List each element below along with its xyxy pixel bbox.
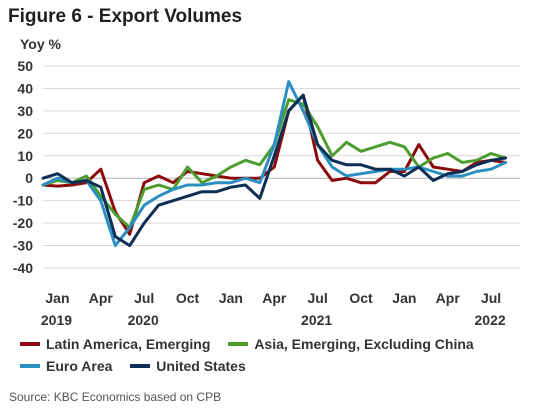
x-tick-label: Jan — [392, 290, 416, 306]
series-line-latin-america-emerging — [41, 93, 507, 236]
source-note: Source: KBC Economics based on CPB — [9, 390, 222, 404]
legend-item-euro-area: Euro Area — [20, 355, 112, 377]
x-tick-label: Apr — [262, 290, 287, 306]
x-year-label: 2021 — [301, 312, 332, 328]
x-tick-label: Jul — [308, 290, 328, 306]
y-tick-label: -20 — [13, 215, 33, 231]
legend-swatch-euro-area — [20, 364, 40, 369]
y-tick-label: -30 — [13, 238, 33, 254]
chart-title: Figure 6 - Export Volumes — [8, 6, 243, 27]
y-tick-label: 0 — [25, 170, 33, 186]
legend-item-united-states: United States — [130, 355, 246, 377]
x-tick-label: Jul — [134, 290, 154, 306]
y-tick-label: 30 — [17, 103, 33, 119]
x-tick-label: Apr — [436, 290, 461, 306]
y-tick-label: 10 — [17, 148, 33, 164]
line-chart: 50 40 30 20 10 0 -10 -20 -30 -40 Jan 2019 Apr Jul 2020… — [13, 58, 520, 328]
x-tick-label: Oct — [176, 290, 200, 306]
x-tick-label: Jan — [219, 290, 243, 306]
x-tick-label: Apr — [89, 290, 114, 306]
legend-item-latin-america: Latin America, Emerging — [20, 333, 210, 355]
legend-swatch-united-states — [130, 364, 151, 369]
y-tick-label: -10 — [13, 193, 33, 209]
x-tick-label: Jul — [481, 290, 501, 306]
legend: Latin America, Emerging Asia, Emerging, … — [20, 333, 488, 377]
legend-row-1: Latin America, Emerging Asia, Emerging, … — [20, 333, 488, 355]
y-tick-label: 40 — [17, 80, 33, 96]
y-tick-label: 50 — [17, 58, 33, 74]
legend-swatch-asia-emerging — [228, 342, 249, 347]
legend-item-asia-emerging: Asia, Emerging, Excluding China — [228, 333, 474, 355]
series-line-united-states — [41, 93, 507, 248]
y-tick-label: -40 — [13, 260, 33, 276]
legend-label-united-states: United States — [156, 358, 246, 374]
legend-row-2: Euro Area United States — [20, 355, 488, 377]
x-year-label: 2019 — [41, 312, 72, 328]
x-year-label: 2022 — [475, 312, 506, 328]
x-tick-label: Jan — [45, 290, 69, 306]
legend-label-euro-area: Euro Area — [46, 358, 113, 374]
x-tick-label: Oct — [349, 290, 373, 306]
y-axis-label: Yoy % — [20, 36, 61, 52]
legend-label-asia-emerging: Asia, Emerging, Excluding China — [254, 336, 474, 352]
y-tick-label: 20 — [17, 125, 33, 141]
legend-swatch-latin-america — [20, 342, 40, 347]
x-year-label: 2020 — [128, 312, 159, 328]
legend-label-latin-america: Latin America, Emerging — [46, 336, 211, 352]
